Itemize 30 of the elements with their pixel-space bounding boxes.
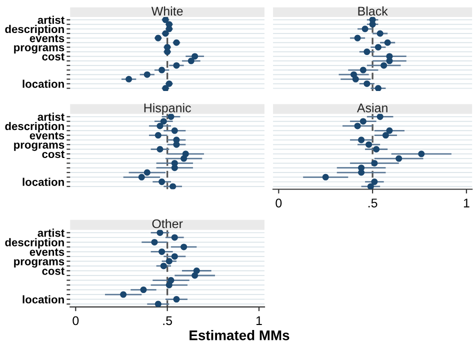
- y-tick-label: programs: [14, 45, 64, 54]
- y-tick-label: cost: [42, 150, 64, 158]
- y-tick-label: description: [5, 122, 64, 132]
- y-tick-label: artist: [38, 112, 64, 121]
- chart-title: Asian: [356, 103, 388, 112]
- y-tick-label: location: [22, 178, 64, 186]
- x-tick-label: 0: [72, 316, 79, 326]
- x-tick-label: 0: [276, 198, 282, 208]
- y-tick-label: description: [5, 238, 64, 249]
- x-tick-label: .5: [368, 198, 378, 208]
- x-tick-label: 1: [464, 198, 470, 208]
- y-tick-label: events: [30, 34, 64, 42]
- y-tick-label: cost: [42, 268, 64, 275]
- y-tick-label: events: [30, 248, 64, 256]
- chart-title: Hispanic: [144, 103, 191, 115]
- y-tick-label: programs: [14, 142, 64, 151]
- x-tick-label: .5: [163, 316, 172, 326]
- chart-title: White: [151, 6, 183, 16]
- x-axis-title: Estimated MMs: [190, 330, 290, 340]
- y-tick-label: artist: [38, 228, 64, 237]
- y-tick-label: location: [22, 295, 64, 304]
- y-tick-label: events: [30, 132, 64, 140]
- y-tick-label: description: [5, 24, 64, 36]
- y-tick-label: programs: [14, 259, 64, 268]
- chart-title: Other: [152, 219, 183, 228]
- chart-title: Black: [358, 6, 388, 16]
- y-tick-label: location: [22, 80, 64, 88]
- y-tick-label: cost: [42, 53, 64, 60]
- y-tick-label: artist: [38, 16, 64, 24]
- x-tick-label: 1: [256, 316, 262, 325]
